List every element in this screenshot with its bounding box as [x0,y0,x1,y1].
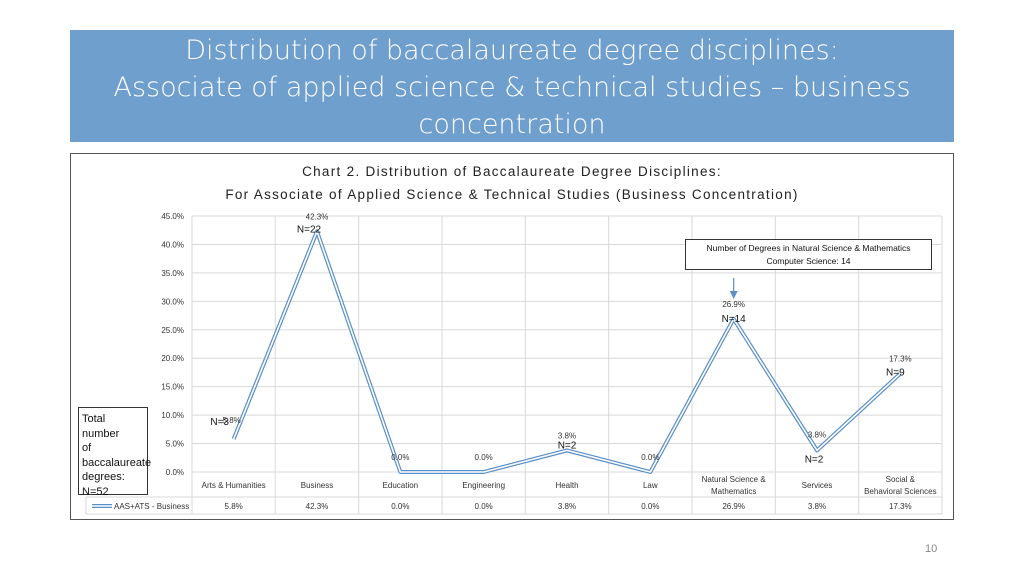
category-label: Arts & Humanities [202,481,266,490]
total-degrees-note: Total number of baccalaureate degrees: N… [78,407,152,498]
note-line: Total number [82,413,120,440]
data-label: 42.3% [306,212,329,221]
category-label: Education [383,481,419,490]
category-label: Services [802,481,833,490]
callout-arrow-head [729,291,738,299]
chart-frame [70,153,954,520]
chart-title-block: Chart 2. Distribution of Baccalaureate D… [70,160,954,206]
y-tick-label: 15.0% [161,383,184,392]
y-tick-label: 30.0% [161,297,184,306]
data-label: 3.8% [558,431,576,440]
page-number: 10 [925,543,938,555]
y-tick-label: 0.0% [166,468,184,477]
natural-science-callout: Number of Degrees in Natural Science & M… [685,239,932,270]
note-line: degrees: [82,471,125,483]
callout-line-1: Number of Degrees in Natural Science & M… [706,243,911,253]
y-tick-label: 20.0% [161,354,184,363]
note-line: N=52 [82,485,109,498]
count-label: N=2 [558,440,577,451]
data-label: 0.0% [475,453,493,462]
category-label: Natural Science & Mathematics [702,475,767,496]
count-label: N=3 [210,417,229,428]
table-value: 42.3% [306,502,329,511]
table-value: 26.9% [722,502,745,511]
y-tick-label: 25.0% [161,326,184,335]
table-value: 0.0% [475,502,493,511]
data-label: 0.0% [391,453,409,462]
y-tick-label: 45.0% [161,212,184,221]
slide-title-banner: Distribution of baccalaureate degree dis… [70,30,954,142]
y-tick-label: 40.0% [161,240,184,249]
data-label: 0.0% [641,453,659,462]
table-value: 0.0% [641,502,659,511]
note-line: of [82,442,92,454]
slide-title-line-3: concentration [418,109,606,140]
category-label: Law [643,481,658,490]
category-label: Business [301,481,333,490]
category-label: Health [555,481,578,490]
table-value: 3.8% [808,502,826,511]
chart-subtitle: For Associate of Applied Science & Techn… [225,187,799,202]
category-label: Social & Behavioral Sciences [864,475,936,496]
table-value: 17.3% [889,502,912,511]
count-label: N=14 [722,314,747,325]
callout-line-2: Computer Science: 14 [766,256,851,266]
count-label: N=9 [886,368,905,379]
series-line [232,230,901,473]
data-label: 5.8% [223,416,241,425]
y-tick-label: 5.0% [166,440,184,449]
data-label: 3.8% [808,430,826,439]
category-label: Engineering [462,481,505,490]
table-value: 3.8% [558,502,576,511]
note-line: baccalaureate [82,456,152,469]
data-label: 26.9% [722,300,745,309]
table-value: 0.0% [391,502,409,511]
slide-title-line-1: Distribution of baccalaureate degree dis… [185,35,839,66]
data-label: 17.3% [889,355,912,364]
table-value: 5.8% [225,502,243,511]
slide-title-line-2: Associate of applied science & technical… [113,72,911,103]
y-tick-label: 35.0% [161,269,184,278]
y-tick-label: 10.0% [161,411,184,420]
count-label: N=2 [805,454,824,465]
legend-series-name: AAS+ATS - Business [114,502,189,511]
chart-title: Chart 2. Distribution of Baccalaureate D… [302,164,722,179]
count-label: N=22 [297,224,322,235]
